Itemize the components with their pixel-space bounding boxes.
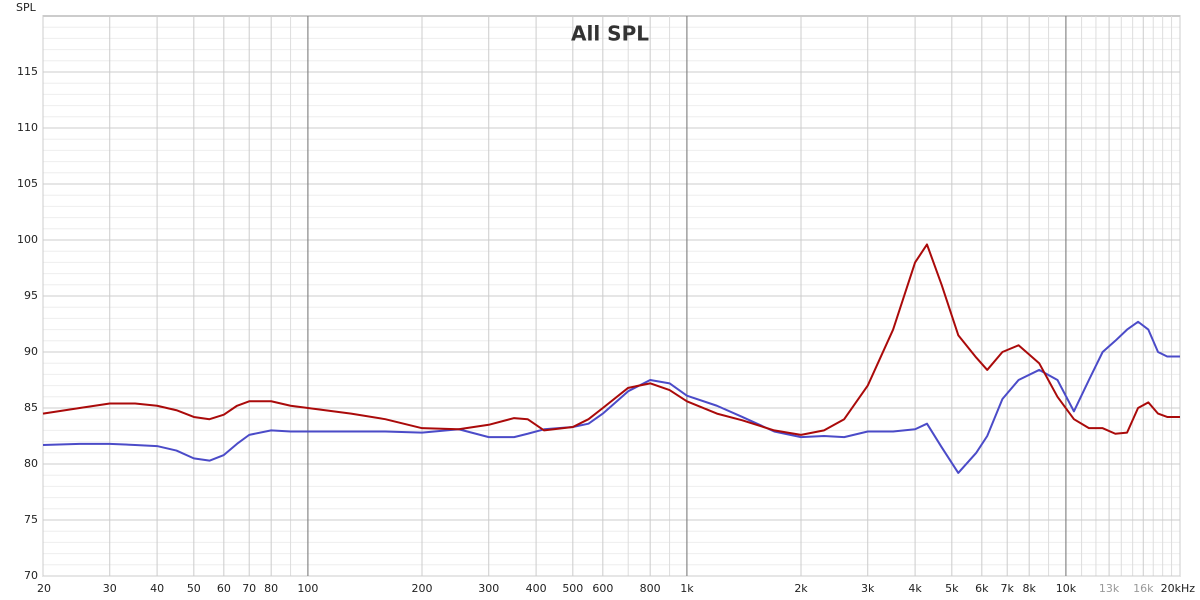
x-tick-label: 6k [975,582,989,595]
x-tick-label: 20kHz [1161,582,1196,595]
x-tick-label: 70 [242,582,256,595]
y-tick-label: 105 [17,177,38,190]
x-tick-label: 30 [103,582,117,595]
labels: 70 75 80 85 90 95 100 105 110 115 20 30 40 50 60 70 80 10… [17,65,1195,595]
y-tick-label: 80 [24,457,38,470]
x-tick-label: 1k [680,582,694,595]
x-tick-label: 500 [562,582,583,595]
y-axis-label: SPL [16,1,37,14]
x-tick-label: 800 [640,582,661,595]
x-tick-label: 200 [412,582,433,595]
x-tick-label: 100 [297,582,318,595]
lines [42,243,1180,474]
x-tick-label: 600 [592,582,613,595]
x-tick-label: 4k [908,582,922,595]
y-tick-label: 85 [24,401,38,414]
x-tick-label: 3k [861,582,875,595]
y-tick-label: 70 [24,569,38,582]
series-line [42,243,1180,436]
chart-title: All SPL [571,22,649,46]
x-tick-label: 7k [1001,582,1015,595]
x-tick-label: 5k [945,582,959,595]
x-tick-label: 300 [478,582,499,595]
y-tick-label: 75 [24,513,38,526]
y-tick-label: 95 [24,289,38,302]
y-tick-label: 115 [17,65,38,78]
x-tick-label: 10k [1056,582,1077,595]
x-tick-label: 40 [150,582,164,595]
x-tick-label: 13k [1099,582,1120,595]
x-tick-label: 50 [187,582,201,595]
y-tick-label: 110 [17,121,38,134]
x-tick-label: 20 [37,582,51,595]
y-tick-label: 90 [24,345,38,358]
x-tick-label: 400 [526,582,547,595]
x-tick-label: 2k [794,582,808,595]
x-tick-label: 80 [264,582,278,595]
grid [42,16,1181,577]
x-tick-label: 16k [1133,582,1154,595]
x-tick-label: 8k [1022,582,1036,595]
series-line [42,320,1180,474]
y-tick-label: 100 [17,233,38,246]
x-tick-label: 60 [217,582,231,595]
